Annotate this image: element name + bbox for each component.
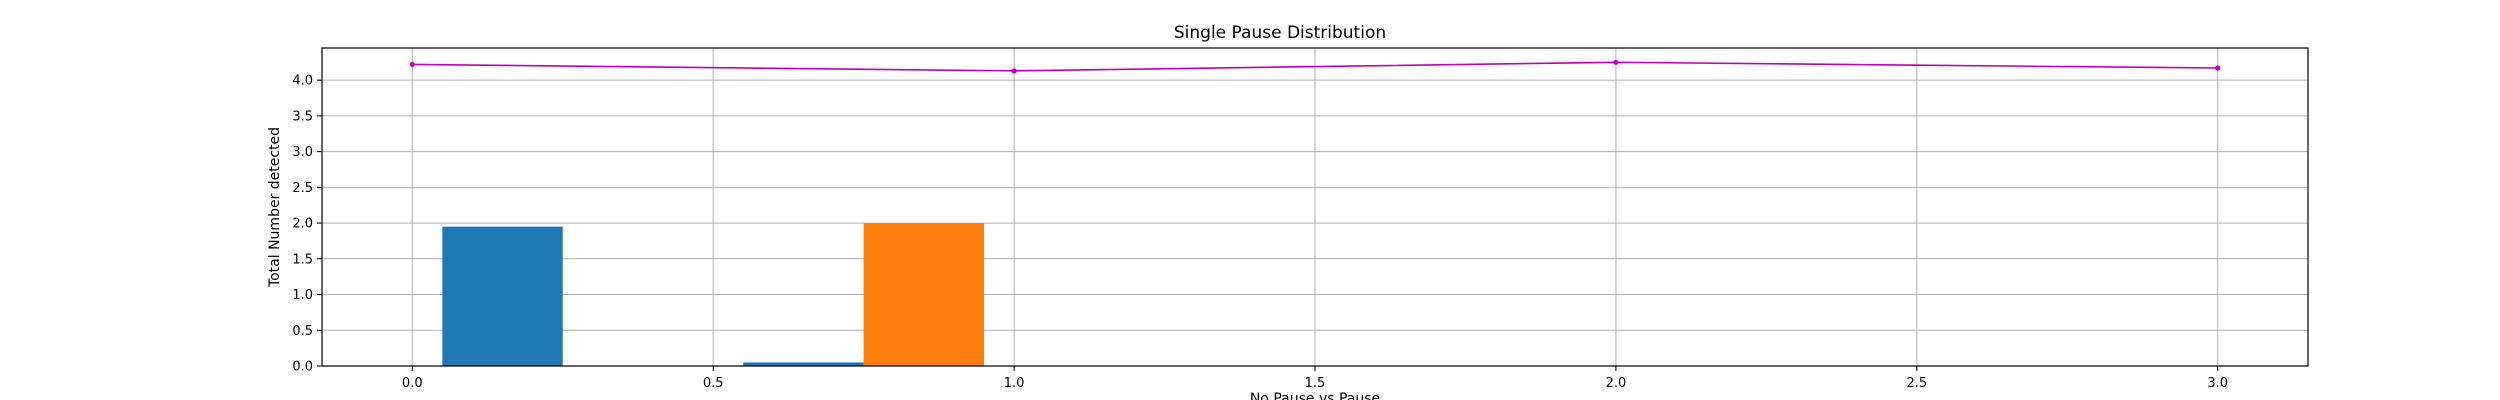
y-tick-label: 1.5 <box>292 252 313 267</box>
y-axis-label: Total Number detected <box>267 127 283 288</box>
axis-ticks: 0.0 0.5 1.0 1.5 2.0 2.5 3.0 0.0 0.5 1.0 1.5 2.0 2.5 3… <box>292 74 2228 391</box>
grid-lines <box>322 48 2308 367</box>
x-axis-label: No Pause vs Pause <box>1250 391 1380 400</box>
y-tick-label: 0.5 <box>292 324 313 339</box>
x-tick-label: 0.5 <box>703 376 724 391</box>
y-tick-label: 2.5 <box>292 181 313 196</box>
bars-group <box>442 223 984 366</box>
y-tick-label: 3.0 <box>292 145 313 160</box>
y-tick-label: 2.0 <box>292 217 313 232</box>
y-tick-label: 0.0 <box>292 360 313 375</box>
x-tick-label: 1.5 <box>1305 376 1326 391</box>
y-tick-label: 3.5 <box>292 109 313 124</box>
x-tick-label: 1.0 <box>1004 376 1025 391</box>
bar <box>442 226 563 366</box>
x-tick-label: 2.5 <box>1906 376 1927 391</box>
bar <box>743 362 864 366</box>
x-tick-label: 0.0 <box>402 376 423 391</box>
y-tick-label: 1.0 <box>292 288 313 303</box>
x-tick-label: 3.0 <box>2207 376 2228 391</box>
line-series-group <box>409 59 2221 74</box>
chart-title: Single Pause Distribution <box>1174 23 1386 43</box>
line-point <box>2215 65 2221 71</box>
line-point <box>1011 68 1017 74</box>
line-point <box>409 61 415 68</box>
bar <box>863 223 984 366</box>
y-tick-label: 4.0 <box>292 74 313 89</box>
line-series <box>412 61 2218 72</box>
line-point <box>1613 59 1619 65</box>
x-tick-label: 2.0 <box>1606 376 1627 391</box>
